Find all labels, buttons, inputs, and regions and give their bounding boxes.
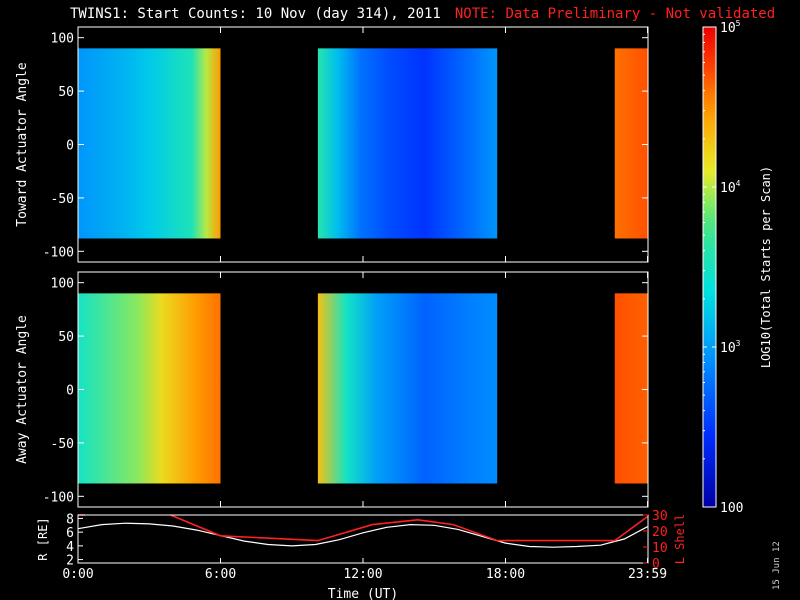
title-note: NOTE: Data Preliminary - Not validated bbox=[454, 6, 776, 22]
y-tick-label: -50 bbox=[51, 192, 74, 207]
toward-angle-panel: -100 -50 0 50 100 Toward Actuator Angle bbox=[15, 26, 649, 263]
y-axis-label-right: L Shell bbox=[673, 514, 687, 565]
colorbar-tick-label: 104 bbox=[720, 179, 741, 196]
y-tick-label: 0 bbox=[66, 384, 74, 399]
r-series-line bbox=[77, 522, 648, 548]
y-tick-label: 100 bbox=[51, 277, 74, 292]
y-tick-label-left: 8 bbox=[66, 512, 74, 527]
date-stamp: 15 Jun 12 bbox=[772, 541, 782, 590]
heatmap-block bbox=[317, 48, 498, 239]
y-tick-label-left: 4 bbox=[66, 540, 74, 555]
y-tick-label: 50 bbox=[58, 330, 74, 345]
heatmap-block bbox=[614, 48, 648, 239]
y-tick-label: -100 bbox=[43, 245, 74, 260]
x-axis-label: Time (UT) bbox=[328, 587, 398, 600]
y-axis-label-left: R [RE] bbox=[36, 517, 50, 560]
colorbar-label: LOG10(Total Starts per Scan) bbox=[759, 166, 773, 368]
colorbar-tick-label: 103 bbox=[720, 339, 741, 356]
y-tick-label-left: 6 bbox=[66, 526, 74, 541]
x-tick-label: 0:00 bbox=[62, 567, 93, 582]
y-tick-label-right: 20 bbox=[652, 525, 668, 540]
y-tick-label: 100 bbox=[51, 32, 74, 47]
heatmap-block bbox=[317, 293, 498, 484]
colorbar-tick-label: 105 bbox=[720, 19, 741, 36]
x-tick-label: 18:00 bbox=[486, 567, 525, 582]
panel-frame bbox=[77, 514, 649, 564]
colorbar-tick-label: 100 bbox=[720, 501, 743, 516]
y-tick-label-right: 30 bbox=[652, 509, 668, 524]
x-tick-label: 23:59 bbox=[628, 567, 667, 582]
y-tick-label: -100 bbox=[43, 490, 74, 505]
away-angle-panel: -100 -50 0 50 100 Away Actuator Angle bbox=[15, 271, 649, 508]
heatmap-block bbox=[78, 48, 221, 239]
y-tick-label-right: 10 bbox=[652, 541, 668, 556]
l-shell-series-line bbox=[170, 514, 648, 542]
chart-title: TWINS1: Start Counts: 10 Nov (day 314), … bbox=[70, 6, 775, 22]
heatmap-block bbox=[78, 293, 221, 484]
colorbar: 100 103 104 105 LOG10(Total Starts per Scan) bbox=[702, 19, 773, 516]
colorbar-gradient bbox=[702, 26, 717, 508]
y-tick-label-left: 2 bbox=[66, 554, 74, 569]
y-tick-label: 0 bbox=[66, 139, 74, 154]
x-tick-label: 6:00 bbox=[205, 567, 236, 582]
x-tick-label: 12:00 bbox=[343, 567, 382, 582]
y-axis-label: Away Actuator Angle bbox=[15, 315, 30, 464]
y-tick-label: 50 bbox=[58, 85, 74, 100]
title-main: TWINS1: Start Counts: 10 Nov (day 314), … bbox=[70, 6, 441, 22]
y-tick-label-right: 0 bbox=[652, 557, 660, 572]
y-axis-label: Toward Actuator Angle bbox=[15, 62, 30, 227]
y-tick-label: -50 bbox=[51, 437, 74, 452]
heatmap-block bbox=[614, 293, 648, 484]
